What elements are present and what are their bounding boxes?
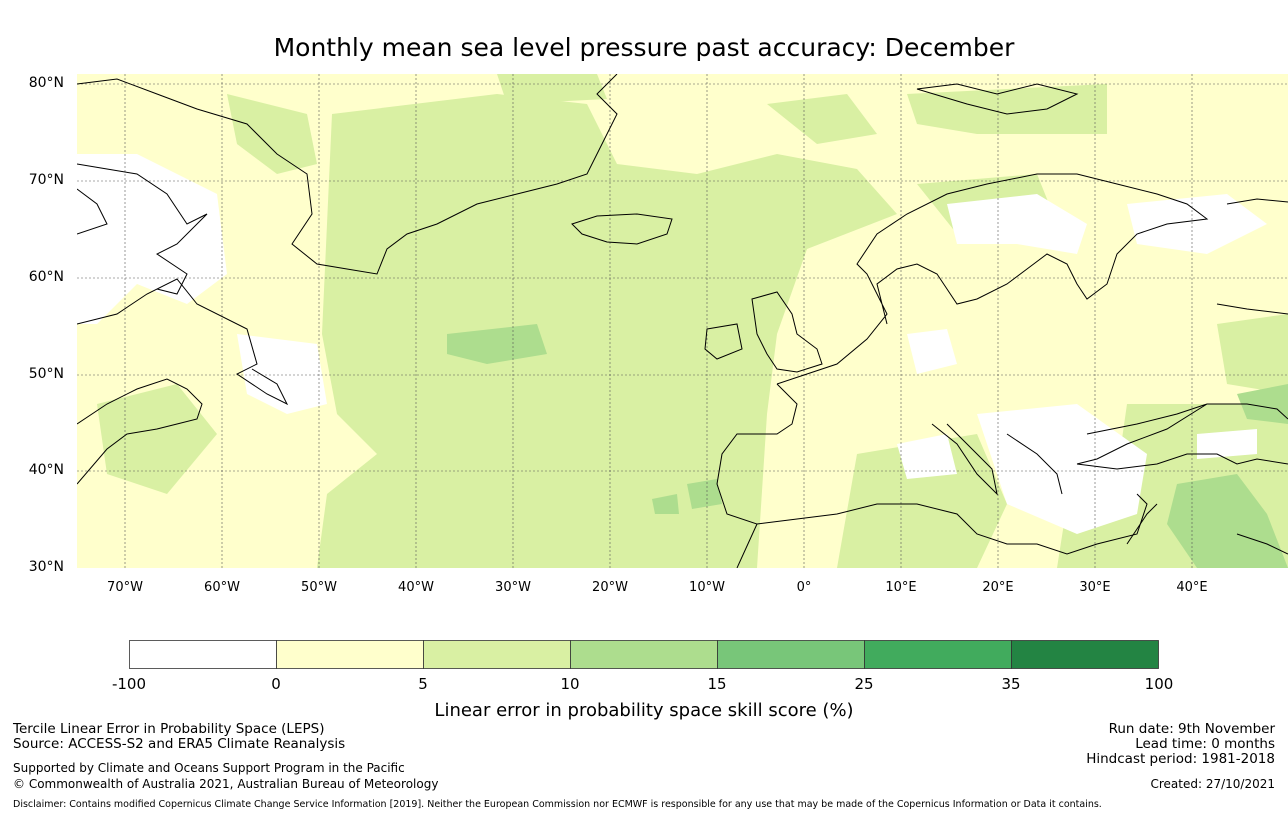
- lat-label-30n: 30°N: [28, 559, 64, 575]
- lon-label-40e: 40°E: [1176, 580, 1208, 595]
- colorbar-tick-10: 10: [560, 675, 580, 693]
- colorbar-bin-10-15: [570, 640, 718, 669]
- colorbar-bin-0-5: [276, 640, 424, 669]
- lon-label-30e: 30°E: [1079, 580, 1111, 595]
- lon-label-40w: 40°W: [398, 580, 434, 595]
- colorbar-tick-5: 5: [418, 675, 428, 693]
- lon-label-10e: 10°E: [885, 580, 917, 595]
- lon-label-0: 0°: [796, 580, 812, 595]
- skill-negative-regions: [77, 154, 1267, 534]
- footer-created: Created: 27/10/2021: [1150, 777, 1275, 791]
- colorbar-bin-5-10: [423, 640, 571, 669]
- lon-label-20w: 20°W: [592, 580, 628, 595]
- colorbar-label: Linear error in probability space skill …: [434, 700, 854, 721]
- lat-label-50n: 50°N: [28, 366, 64, 382]
- colorbar-tick-neg100: -100: [111, 675, 147, 693]
- footer-run-date: Run date: 9th November: [1108, 721, 1275, 737]
- lat-label-80n: 80°N: [28, 75, 64, 91]
- map-title: Monthly mean sea level pressure past acc…: [273, 33, 1015, 62]
- map-svg: [77, 74, 1288, 568]
- coastlines: [77, 74, 1288, 568]
- colorbar-bin-35-100: [1011, 640, 1159, 669]
- lon-label-10w: 10°W: [689, 580, 725, 595]
- footer-disclaimer: Disclaimer: Contains modified Copernicus…: [13, 799, 1102, 810]
- colorbar-bin-neg100-0: [129, 640, 277, 669]
- lat-label-40n: 40°N: [28, 462, 64, 478]
- colorbar-tick-100: 100: [1144, 675, 1174, 693]
- lat-label-60n: 60°N: [28, 269, 64, 285]
- footer-hindcast: Hindcast period: 1981-2018: [1086, 751, 1275, 767]
- footer-support: Supported by Climate and Oceans Support …: [13, 761, 405, 775]
- lon-label-70w: 70°W: [107, 580, 143, 595]
- colorbar-tick-35: 35: [1001, 675, 1021, 693]
- lon-label-20e: 20°E: [982, 580, 1014, 595]
- lon-label-50w: 50°W: [301, 580, 337, 595]
- skill-score-map: [77, 74, 1288, 568]
- colorbar-tick-0: 0: [271, 675, 281, 693]
- lat-label-70n: 70°N: [28, 172, 64, 188]
- footer-source: Source: ACCESS-S2 and ERA5 Climate Reana…: [13, 736, 346, 752]
- colorbar-bin-15-25: [717, 640, 865, 669]
- graticule: [77, 74, 1288, 568]
- colorbar-tick-15: 15: [707, 675, 727, 693]
- skill-10-15-regions: [447, 324, 1288, 568]
- lon-label-30w: 30°W: [495, 580, 531, 595]
- lon-label-60w: 60°W: [204, 580, 240, 595]
- colorbar-bin-25-35: [864, 640, 1012, 669]
- footer-copyright: © Commonwealth of Australia 2021, Austra…: [13, 777, 439, 791]
- footer-method: Tercile Linear Error in Probability Spac…: [13, 721, 325, 737]
- footer-lead-time: Lead time: 0 months: [1135, 736, 1275, 752]
- colorbar-tick-25: 25: [854, 675, 874, 693]
- colorbar: [129, 640, 1159, 669]
